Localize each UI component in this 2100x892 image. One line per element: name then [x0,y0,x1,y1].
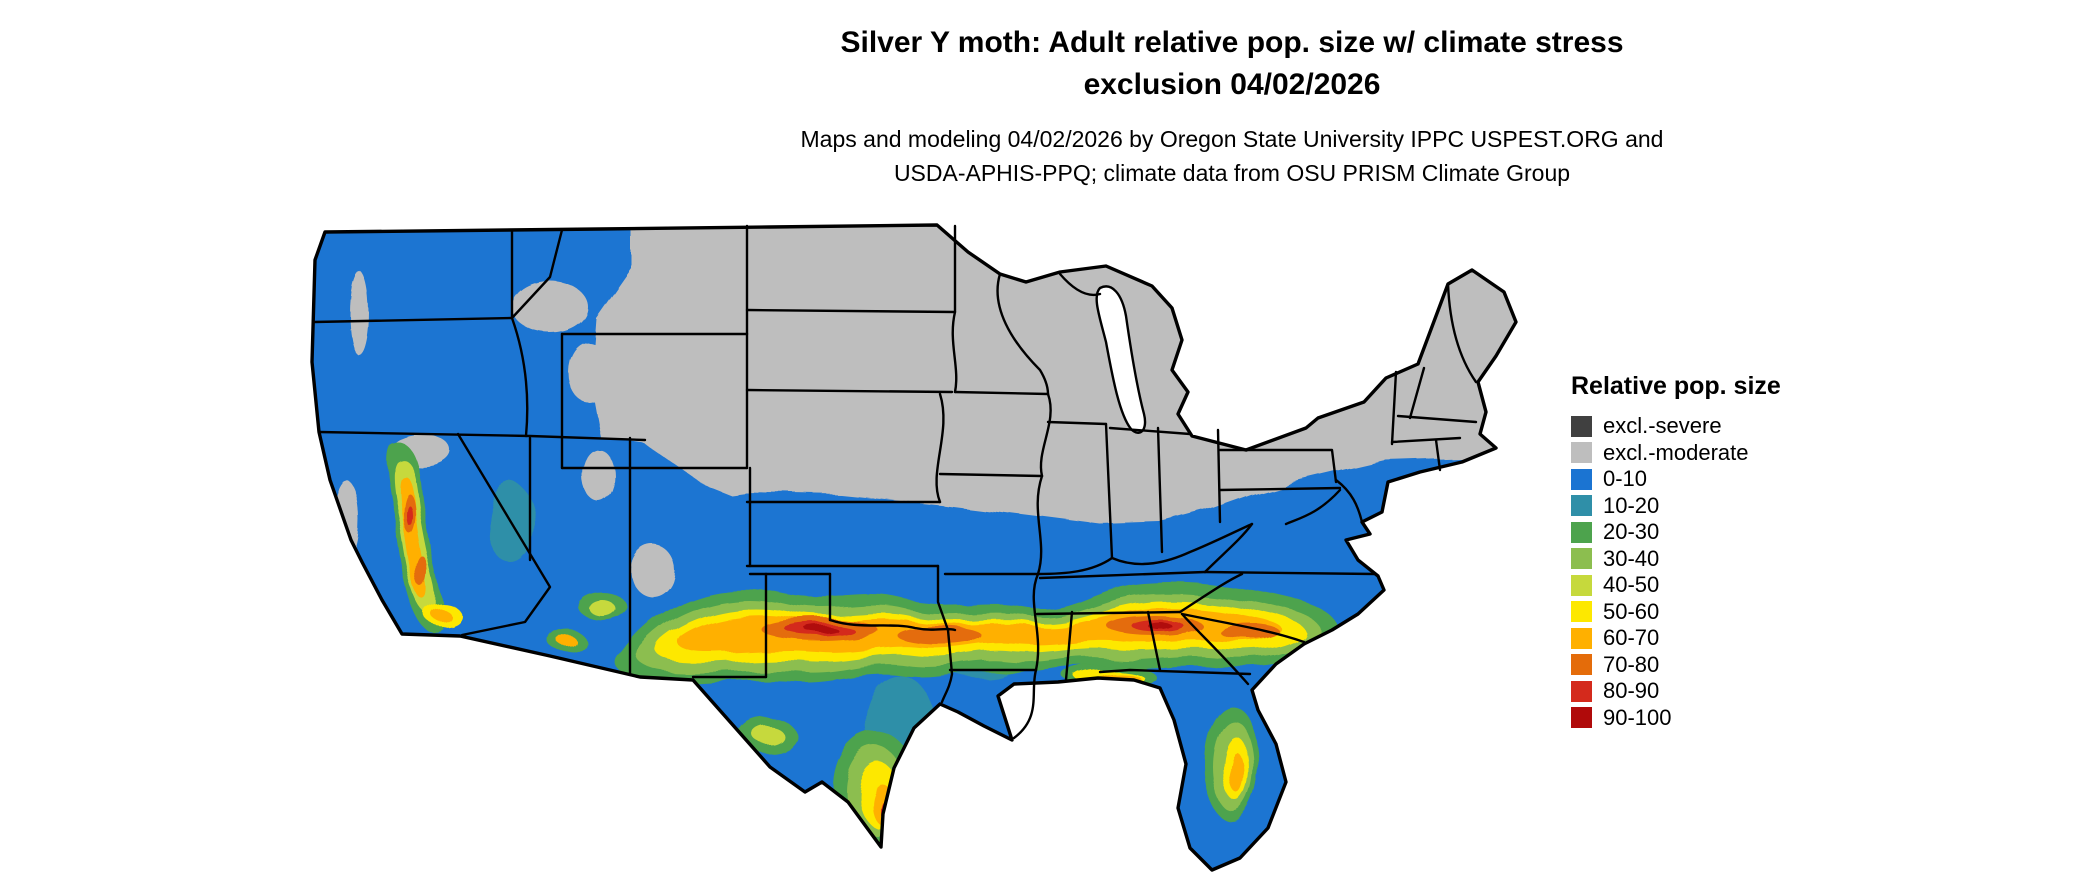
legend-label: 30-40 [1603,545,1660,571]
legend-item: 30-40 [1571,546,1781,573]
state-borders [312,224,1478,740]
us-map [300,222,1540,887]
figure-title: Silver Y moth: Adult relative pop. size … [400,22,2064,106]
legend-label: excl.-moderate [1603,439,1749,465]
figure-subtitle-line1: Maps and modeling 04/02/2026 by Oregon S… [800,126,1664,152]
legend-swatch-90-100 [1571,707,1592,729]
legend-swatch-70-80 [1571,654,1592,676]
legend-label: 80-90 [1603,678,1660,704]
legend-swatch-10-20 [1571,495,1592,517]
legend-item: 40-50 [1571,572,1781,599]
legend-label: 60-70 [1603,625,1660,651]
legend-swatch-30-40 [1571,548,1592,570]
legend-swatch-0-10 [1571,468,1592,490]
region-90-100 [806,622,1172,634]
map-legend: Relative pop. size excl.-severe excl.-mo… [1571,372,1781,731]
legend-swatch-80-90 [1571,680,1592,702]
figure-title-line2: exclusion 04/02/2026 [1083,68,1381,101]
legend-swatch-excl-moderate [1571,442,1592,464]
legend-item: 20-30 [1571,519,1781,546]
legend-item: 50-60 [1571,599,1781,626]
legend-label: 70-80 [1603,651,1660,677]
legend-label: 20-30 [1603,519,1660,545]
legend-label: 10-20 [1603,492,1660,518]
legend-item: 0-10 [1571,466,1781,493]
legend-item: 90-100 [1571,705,1781,732]
legend-item: 80-90 [1571,678,1781,705]
figure-title-line1: Silver Y moth: Adult relative pop. size … [840,26,1624,59]
legend-swatch-excl-severe [1571,415,1592,437]
legend-swatch-20-30 [1571,521,1592,543]
legend-label: 90-100 [1603,704,1672,730]
legend-swatch-40-50 [1571,574,1592,596]
figure-subtitle: Maps and modeling 04/02/2026 by Oregon S… [400,122,2064,190]
us-map-svg [310,223,1518,872]
region-gray-patches [335,270,674,596]
legend-title: Relative pop. size [1571,372,1781,400]
legend-item: 10-20 [1571,493,1781,520]
legend-label: 50-60 [1603,598,1660,624]
legend-label: 40-50 [1603,572,1660,598]
legend-item: 70-80 [1571,652,1781,679]
legend-label: 0-10 [1603,466,1648,492]
figure-subtitle-line2: USDA-APHIS-PPQ; climate data from OSU PR… [893,160,1571,186]
us-outline [310,223,1518,872]
legend-item: excl.-moderate [1571,440,1781,467]
legend-swatch-50-60 [1571,601,1592,623]
legend-item: 60-70 [1571,625,1781,652]
legend-swatch-60-70 [1571,627,1592,649]
legend-item: excl.-severe [1571,413,1781,440]
legend-label: excl.-severe [1603,413,1722,439]
